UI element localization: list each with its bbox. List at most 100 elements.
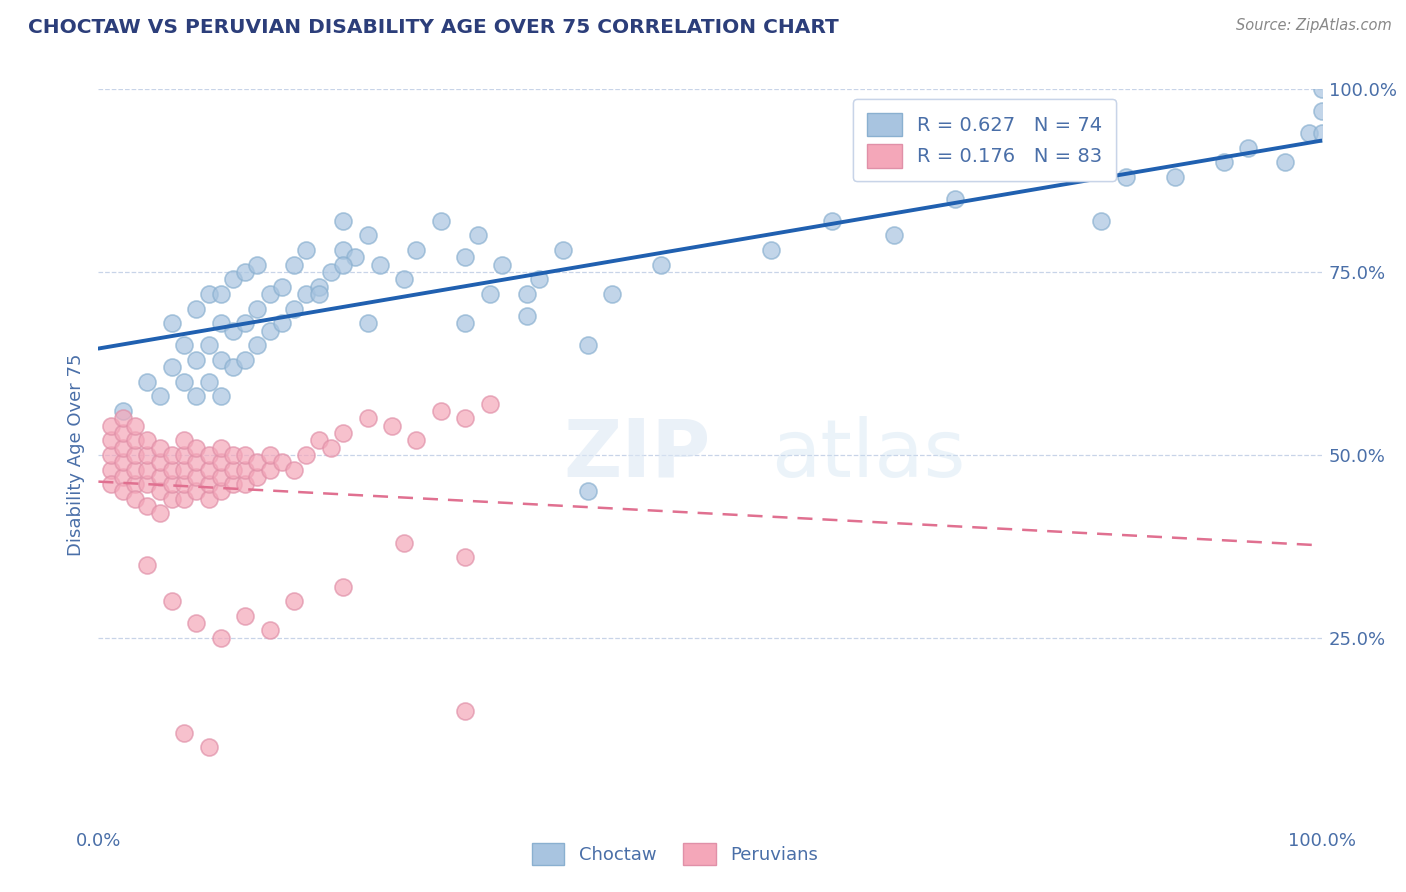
Point — [478, 397, 501, 411]
Point — [761, 243, 783, 257]
Point — [576, 338, 599, 352]
Y-axis label: Disability Age Over 75: Disability Age Over 75 — [66, 353, 84, 557]
Point — [173, 462, 195, 476]
Point — [515, 309, 537, 323]
Point — [356, 228, 378, 243]
Point — [1090, 214, 1112, 228]
Point — [332, 243, 354, 257]
Point — [430, 404, 453, 418]
Point — [160, 477, 183, 491]
Point — [160, 360, 183, 375]
Point — [233, 352, 256, 367]
Point — [270, 455, 294, 469]
Point — [209, 470, 232, 484]
Point — [222, 360, 245, 375]
Point — [943, 192, 966, 206]
Point — [209, 455, 232, 469]
Point — [100, 477, 122, 491]
Point — [454, 411, 477, 425]
Point — [1310, 104, 1333, 119]
Point — [136, 434, 159, 448]
Point — [246, 301, 269, 316]
Point — [332, 214, 354, 228]
Point — [111, 441, 134, 455]
Point — [381, 418, 404, 433]
Point — [209, 441, 232, 455]
Point — [111, 411, 134, 425]
Point — [270, 279, 294, 293]
Point — [136, 448, 159, 462]
Point — [124, 448, 146, 462]
Point — [356, 411, 378, 425]
Point — [160, 491, 183, 506]
Point — [259, 462, 281, 476]
Point — [454, 550, 477, 565]
Point — [319, 265, 342, 279]
Point — [527, 272, 550, 286]
Point — [295, 243, 318, 257]
Point — [149, 470, 172, 484]
Point — [186, 301, 208, 316]
Point — [308, 279, 330, 293]
Point — [160, 594, 183, 608]
Point — [186, 352, 208, 367]
Point — [515, 287, 537, 301]
Point — [246, 455, 269, 469]
Point — [186, 470, 208, 484]
Point — [111, 404, 134, 418]
Point — [209, 484, 232, 499]
Point — [186, 616, 208, 631]
Point — [136, 375, 159, 389]
Point — [173, 726, 195, 740]
Point — [454, 251, 477, 265]
Point — [283, 301, 305, 316]
Point — [259, 287, 281, 301]
Point — [405, 243, 427, 257]
Point — [368, 258, 391, 272]
Point — [356, 316, 378, 330]
Point — [576, 484, 599, 499]
Point — [186, 389, 208, 403]
Point — [124, 477, 146, 491]
Point — [270, 316, 294, 330]
Point — [454, 316, 477, 330]
Point — [246, 338, 269, 352]
Point — [197, 740, 219, 755]
Point — [173, 491, 195, 506]
Text: atlas: atlas — [772, 416, 966, 494]
Point — [209, 316, 232, 330]
Point — [392, 272, 416, 286]
Point — [209, 631, 232, 645]
Point — [344, 251, 367, 265]
Point — [124, 418, 146, 433]
Point — [197, 462, 219, 476]
Point — [149, 484, 172, 499]
Point — [136, 477, 159, 491]
Point — [283, 462, 305, 476]
Point — [405, 434, 427, 448]
Point — [160, 462, 183, 476]
Point — [136, 462, 159, 476]
Text: Source: ZipAtlas.com: Source: ZipAtlas.com — [1236, 18, 1392, 33]
Point — [197, 477, 219, 491]
Point — [233, 316, 256, 330]
Point — [160, 448, 183, 462]
Point — [111, 470, 134, 484]
Point — [259, 324, 281, 338]
Point — [173, 448, 195, 462]
Point — [1237, 141, 1260, 155]
Point — [124, 434, 146, 448]
Point — [259, 624, 281, 638]
Point — [332, 580, 354, 594]
Point — [186, 455, 208, 469]
Point — [100, 434, 122, 448]
Point — [332, 425, 354, 440]
Point — [197, 448, 219, 462]
Point — [100, 448, 122, 462]
Point — [197, 338, 219, 352]
Point — [100, 462, 122, 476]
Point — [259, 448, 281, 462]
Point — [233, 448, 256, 462]
Point — [100, 418, 122, 433]
Point — [454, 704, 477, 718]
